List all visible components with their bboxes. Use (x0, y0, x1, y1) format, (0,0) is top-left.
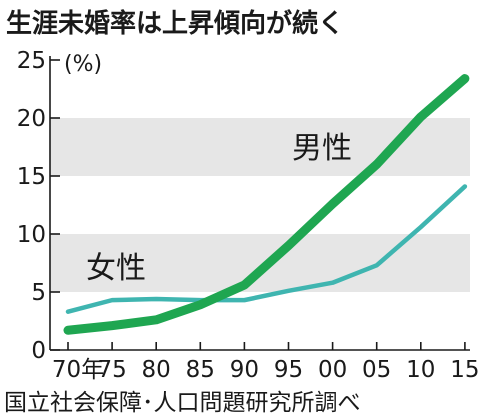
y-tick-label: 25 (17, 48, 46, 74)
x-tick-label: 75 (97, 357, 126, 383)
y-tick-label: 15 (17, 164, 46, 190)
series-line-1 (65, 184, 468, 314)
series-label-0: 男性 (292, 131, 352, 166)
x-tick-label: 70年 (52, 357, 104, 383)
y-tick-label: 10 (17, 222, 46, 248)
x-tick-label: 10 (406, 357, 435, 383)
x-tick-label: 95 (274, 357, 303, 383)
y-tick-label: 20 (17, 106, 46, 132)
band-1 (50, 118, 470, 176)
series-lines (63, 74, 470, 335)
series-label-1: 女性 (86, 251, 146, 286)
x-tick-label: 15 (450, 357, 478, 383)
x-tick-label: 00 (318, 357, 347, 383)
y-axis: 0 5 10 15 20 25 (17, 48, 60, 364)
source-note: 国立社会保障･人口問題研究所調べ (4, 390, 361, 416)
x-tick-label: 80 (142, 357, 171, 383)
y-tick-label: 0 (31, 338, 46, 364)
y-tick-label: 5 (31, 280, 46, 306)
x-tick-label: 05 (362, 357, 391, 383)
chart-title: 生涯未婚率は上昇傾向が続く (6, 8, 344, 39)
series-line-0 (63, 74, 470, 335)
y-unit-label: (%) (64, 52, 102, 77)
x-tick-label: 90 (230, 357, 259, 383)
x-tick-label: 85 (186, 357, 215, 383)
